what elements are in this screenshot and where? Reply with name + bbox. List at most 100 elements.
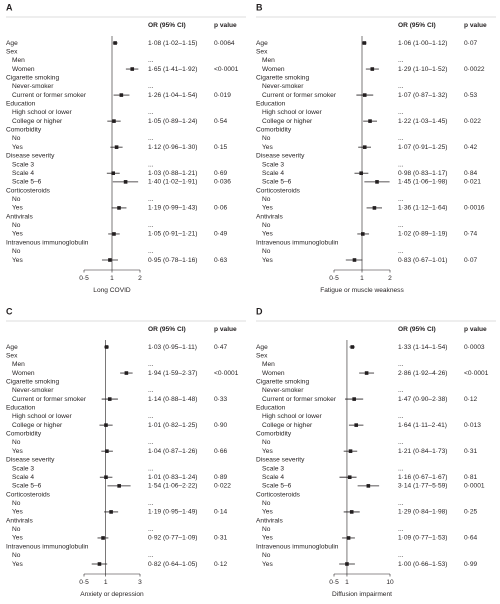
p-value-text: 0·013 [464, 422, 481, 429]
or-ci-text: ... [148, 465, 154, 472]
or-marker [111, 171, 115, 175]
row-level-label: Yes [262, 561, 273, 568]
row-group-label: Sex [256, 48, 268, 55]
panel-letter: D [256, 306, 263, 316]
p-value-text: <0·0001 [214, 66, 239, 73]
row-level-label: Scale 4 [262, 170, 284, 177]
or-marker [350, 345, 355, 349]
or-ci-text: ... [398, 526, 404, 533]
row-group-label: Corticosteroids [6, 491, 51, 498]
p-value-text: 0·31 [214, 535, 228, 542]
row-level-label: Scale 3 [262, 161, 284, 168]
or-marker [347, 475, 352, 479]
or-ci-text: 0·98 (0·83–1·17) [398, 170, 447, 177]
row-level-label: No [262, 135, 271, 142]
or-ci-text: 1·26 (1·04–1·54) [148, 92, 197, 99]
panel: B OR (95% CI) p value Age 1·06 (1·00–1·12) 0·… [256, 2, 496, 294]
or-ci-text: ... [398, 500, 404, 507]
or-marker [375, 180, 379, 184]
or-marker [117, 206, 121, 210]
or-ci-text: 1·08 (1·02–1·15) [148, 40, 197, 47]
row-group-label: Age [6, 344, 18, 351]
row-group-label: Age [6, 40, 18, 47]
p-value-text: 0·84 [464, 170, 478, 177]
row-level-label: No [12, 500, 21, 507]
p-value-text: 0·64 [464, 535, 478, 542]
p-value-text: 0·25 [464, 509, 478, 516]
or-ci-text: 1·06 (1·00–1·12) [398, 40, 447, 47]
p-value-text: 0·022 [464, 118, 481, 125]
or-marker [107, 397, 112, 401]
row-group-label: Corticosteroids [256, 491, 301, 498]
row-level-label: No [12, 248, 21, 255]
p-value-text: 0·42 [464, 144, 478, 151]
or-ci-text: 1·14 (0·88–1·48) [148, 396, 197, 403]
or-ci-text: 1·65 (1·41–1·92) [148, 66, 197, 73]
or-ci-text: ... [148, 161, 154, 168]
or-ci-text: 1·01 (0·83–1·24) [148, 474, 197, 481]
or-ci-text: 1·21 (0·84–1·73) [398, 448, 447, 455]
row-group-label: Disease severity [256, 457, 305, 464]
or-marker [123, 180, 128, 184]
or-ci-text: 1·54 (1·06–2·22) [148, 483, 197, 490]
or-ci-text: 1·09 (0·77–1·53) [398, 535, 447, 542]
row-level-label: No [262, 526, 271, 533]
p-value-text: 0·89 [214, 474, 228, 481]
or-marker [114, 145, 119, 149]
or-ci-text: 1·05 (0·91–1·21) [148, 231, 197, 238]
or-marker [113, 41, 117, 45]
panel: A OR (95% CI) p value Age 1·08 (1·02–1·15) 0·… [6, 2, 246, 294]
row-level-label: Scale 4 [12, 474, 34, 481]
p-value-text: 0·07 [464, 40, 478, 47]
p-value-text: 0·12 [214, 561, 228, 568]
or-ci-text: 1·00 (0·66–1·53) [398, 561, 447, 568]
or-ci-text: 1·33 (1·14–1·54) [398, 344, 447, 351]
p-column-header: p value [214, 22, 237, 29]
p-column-header: p value [464, 22, 487, 29]
or-ci-text: 1·45 (1·06–1·98) [398, 179, 447, 186]
row-level-label: Women [12, 66, 35, 73]
or-ci-text: ... [148, 248, 154, 255]
or-ci-text: ... [398, 413, 404, 420]
p-value-text: 0·66 [214, 448, 228, 455]
row-level-label: Yes [262, 144, 273, 151]
or-ci-text: ... [148, 413, 154, 420]
or-ci-text: 1·19 (0·95–1·49) [148, 509, 197, 516]
row-level-label: Scale 4 [262, 474, 284, 481]
p-value-text: 0·0022 [464, 66, 485, 73]
panel: D OR (95% CI) p value Age 1·33 (1·14–1·54) 0·… [256, 306, 496, 598]
row-level-label: Never-smoker [262, 83, 304, 90]
row-level-label: No [12, 196, 21, 203]
or-ci-text: 1·94 (1·59–2·37) [148, 370, 197, 377]
or-marker [97, 562, 102, 566]
p-value-text: 0·90 [214, 422, 228, 429]
row-level-label: Current or former smoker [262, 92, 337, 99]
or-marker [112, 119, 116, 123]
or-ci-text: ... [148, 83, 154, 90]
or-marker [124, 371, 129, 375]
row-level-label: Scale 5–6 [262, 179, 292, 186]
row-level-label: Yes [12, 205, 23, 212]
row-level-label: Yes [262, 257, 273, 264]
p-value-text: 0·15 [214, 144, 228, 151]
row-level-label: Yes [12, 144, 23, 151]
or-ci-text: 0·95 (0·78–1·16) [148, 257, 197, 264]
row-level-label: No [12, 526, 21, 533]
or-ci-text: ... [398, 439, 404, 446]
or-marker [359, 171, 363, 175]
row-group-label: Disease severity [6, 153, 55, 160]
row-level-label: No [12, 222, 21, 229]
x-tick-label: 1 [360, 275, 364, 282]
row-level-label: Yes [262, 231, 273, 238]
or-ci-text: ... [398, 248, 404, 255]
row-level-label: Scale 3 [262, 465, 284, 472]
x-axis-label: Diffusion impairment [332, 591, 392, 598]
row-level-label: Yes [12, 535, 23, 542]
or-ci-text: 1·07 (0·91–1·25) [398, 144, 447, 151]
p-value-text: 0·54 [214, 118, 228, 125]
or-marker [348, 449, 353, 453]
or-ci-text: 0·92 (0·77–1·09) [148, 535, 197, 542]
row-level-label: No [12, 135, 21, 142]
x-tick-label: 10 [386, 579, 394, 586]
or-ci-text: 0·83 (0·67–1·01) [398, 257, 447, 264]
